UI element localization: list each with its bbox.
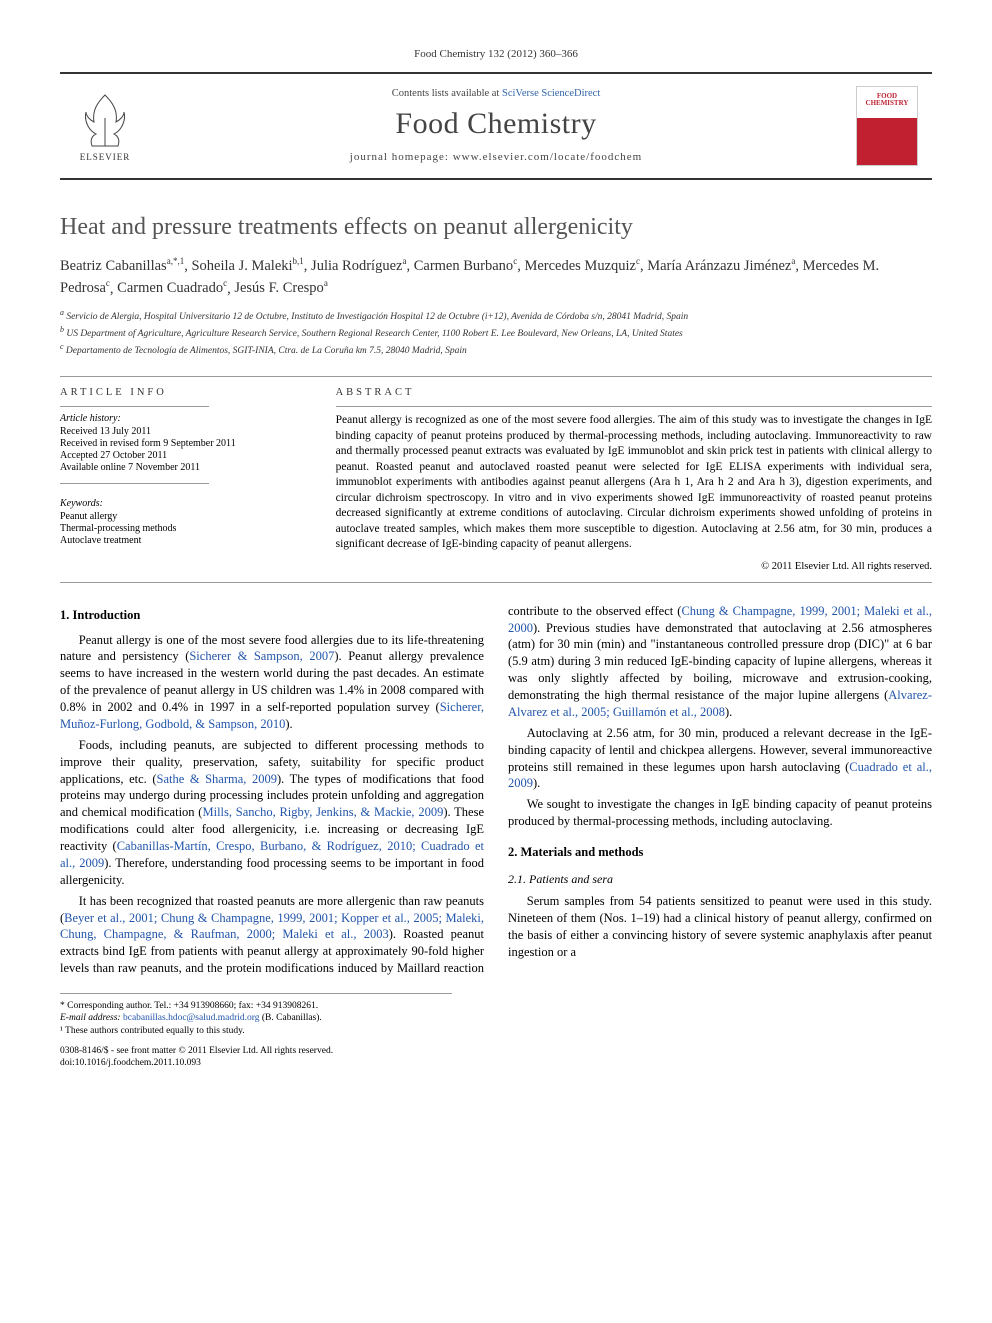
history-revised: Received in revised form 9 September 201… (60, 438, 308, 449)
citation-link[interactable]: Sicherer & Sampson, 2007 (189, 649, 334, 663)
s21-p1: Serum samples from 54 patients sensitize… (508, 893, 932, 961)
history-label: Article history: (60, 413, 308, 424)
history-received: Received 13 July 2011 (60, 426, 308, 437)
elsevier-tree-icon (80, 90, 130, 150)
author-4: Mercedes Muzquizc (524, 258, 640, 274)
body-columns: 1. Introduction Peanut allergy is one of… (60, 603, 932, 977)
email-line: E-mail address: bcabanillas.hdoc@salud.m… (60, 1012, 452, 1024)
front-matter-line: 0308-8146/$ - see front matter © 2011 El… (60, 1045, 932, 1057)
citation-link[interactable]: Sathe & Sharma, 2009 (157, 772, 277, 786)
author-1: Soheila J. Malekib,1 (191, 258, 303, 274)
s1-p1: Peanut allergy is one of the most severe… (60, 632, 484, 733)
doi-line: doi:10.1016/j.foodchem.2011.10.093 (60, 1057, 932, 1069)
author-7: Carmen Cuadradoc (117, 280, 227, 296)
homepage-url[interactable]: www.elsevier.com/locate/foodchem (453, 151, 643, 163)
sciverse-link[interactable]: SciVerse ScienceDirect (502, 88, 600, 99)
cover-title: FOOD CHEMISTRY (857, 93, 917, 107)
history-online: Available online 7 November 2011 (60, 462, 308, 473)
corresponding-author-note: * Corresponding author. Tel.: +34 913908… (60, 1000, 452, 1012)
s1-p4: Autoclaving at 2.56 atm, for 30 min, pro… (508, 725, 932, 793)
contents-prefix: Contents lists available at (392, 88, 502, 99)
journal-name: Food Chemistry (150, 107, 842, 141)
affiliation-b: b US Department of Agriculture, Agricult… (60, 325, 932, 341)
author-0: Beatriz Cabanillasa,*,1 (60, 258, 184, 274)
s1-p2: Foods, including peanuts, are subjected … (60, 737, 484, 889)
section-2-1-head: 2.1. Patients and sera (508, 871, 932, 887)
doi-block: 0308-8146/$ - see front matter © 2011 El… (60, 1045, 932, 1070)
abstract-text: Peanut allergy is recognized as one of t… (336, 413, 932, 553)
article-title: Heat and pressure treatments effects on … (60, 214, 932, 241)
homepage-line: journal homepage: www.elsevier.com/locat… (150, 151, 842, 163)
contents-available-line: Contents lists available at SciVerse Sci… (150, 88, 842, 99)
history-accepted: Accepted 27 October 2011 (60, 450, 308, 461)
author-list: Beatriz Cabanillasa,*,1, Soheila J. Male… (60, 255, 932, 300)
email-link[interactable]: bcabanillas.hdoc@salud.madrid.org (123, 1013, 260, 1023)
author-5: María Aránzazu Jiméneza (647, 258, 795, 274)
journal-cover-thumb: FOOD CHEMISTRY (856, 86, 918, 166)
s1-p5: We sought to investigate the changes in … (508, 796, 932, 830)
author-3: Carmen Burbanoc (414, 258, 517, 274)
cover-thumb-block: FOOD CHEMISTRY (842, 82, 932, 170)
homepage-prefix: journal homepage: (350, 151, 453, 163)
keyword-0: Peanut allergy (60, 511, 308, 522)
abstract-copyright: © 2011 Elsevier Ltd. All rights reserved… (336, 561, 932, 572)
journal-header: ELSEVIER Contents lists available at Sci… (60, 72, 932, 180)
citation-link[interactable]: Mills, Sancho, Rigby, Jenkins, & Mackie,… (202, 805, 443, 819)
shared-contribution-note: ¹ These authors contributed equally to t… (60, 1025, 452, 1037)
section-2-head: 2. Materials and methods (508, 844, 932, 861)
journal-reference: Food Chemistry 132 (2012) 360–366 (60, 48, 932, 60)
abstract-col: ABSTRACT Peanut allergy is recognized as… (322, 377, 932, 582)
elsevier-logo-block: ELSEVIER (60, 82, 150, 170)
article-info-head: ARTICLE INFO (60, 387, 308, 398)
affiliation-a: a Servicio de Alergia, Hospital Universi… (60, 308, 932, 324)
header-center: Contents lists available at SciVerse Sci… (150, 82, 842, 170)
abstract-head: ABSTRACT (336, 387, 932, 398)
keywords-label: Keywords: (60, 498, 308, 509)
author-8: Jesús F. Crespoa (234, 280, 327, 296)
affiliation-c: c Departamento de Tecnología de Alimento… (60, 342, 932, 358)
elsevier-wordmark: ELSEVIER (80, 152, 131, 162)
keyword-2: Autoclave treatment (60, 535, 308, 546)
author-2: Julia Rodrígueza (311, 258, 406, 274)
footnotes-block: * Corresponding author. Tel.: +34 913908… (60, 993, 452, 1037)
article-info-abstract-block: ARTICLE INFO Article history: Received 1… (60, 376, 932, 583)
section-1-head: 1. Introduction (60, 607, 484, 624)
keyword-1: Thermal-processing methods (60, 523, 308, 534)
article-info-col: ARTICLE INFO Article history: Received 1… (60, 377, 322, 582)
